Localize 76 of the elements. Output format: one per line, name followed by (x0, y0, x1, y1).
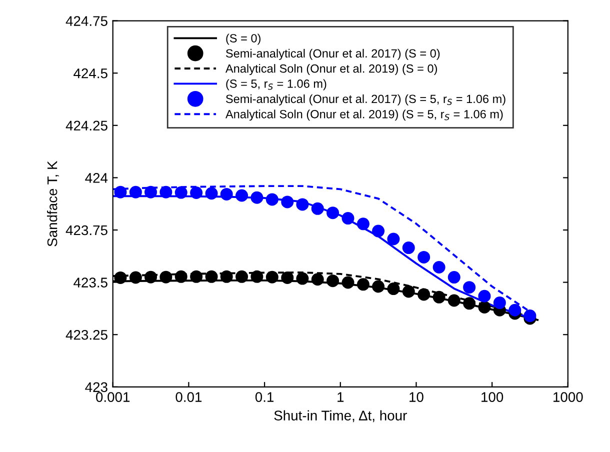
point (372, 224, 385, 238)
point (326, 274, 340, 288)
point (432, 260, 446, 274)
point (205, 187, 218, 200)
point (311, 202, 324, 215)
point (402, 285, 415, 298)
point (356, 278, 370, 291)
point (144, 270, 157, 284)
y-tick-label: 423 (85, 382, 108, 392)
y-tick-label: 424 (85, 173, 108, 183)
point (129, 271, 142, 284)
point (114, 186, 127, 198)
point (372, 280, 385, 293)
x-tick-label: 100 (482, 392, 504, 402)
point (448, 294, 460, 307)
x-axis-title: Shut-in Time, Δt, hour (274, 410, 407, 422)
point (387, 232, 400, 246)
legend-label: Semi-analytical (Onur et al. 2017) (S = 0) (226, 48, 440, 60)
point (418, 288, 430, 301)
point (478, 300, 491, 314)
x-tick-label: 1000 (554, 392, 583, 402)
x-tick-label: 0.1 (255, 392, 274, 402)
point (311, 273, 324, 286)
point (402, 242, 415, 254)
point (463, 297, 476, 310)
x-tick-label: 10 (410, 392, 424, 402)
point (160, 270, 172, 284)
y-axis-title: Sandface T, K (47, 160, 59, 246)
point (493, 296, 506, 310)
point (205, 270, 218, 283)
x-tick-label: 0.001 (96, 392, 130, 402)
point (281, 271, 294, 284)
point (190, 270, 203, 283)
y-tick-label: 423.5 (74, 278, 108, 288)
point (144, 186, 157, 198)
legend-label: Analytical Soln (Onur et al. 2019) (S = 0) (225, 64, 437, 76)
point (281, 196, 294, 208)
legend-label: (S = 0) (226, 34, 260, 45)
point (250, 270, 264, 283)
point (174, 186, 188, 199)
y-tick-label: 423.25 (66, 330, 108, 340)
x-tick-label: 0.01 (176, 392, 202, 402)
point (250, 191, 264, 204)
point (463, 281, 476, 294)
point (418, 250, 430, 264)
point (236, 270, 248, 283)
point (220, 188, 233, 200)
point (160, 186, 172, 198)
point (342, 276, 354, 289)
point (508, 304, 522, 316)
point (114, 271, 127, 284)
point (220, 270, 233, 283)
y-tick-label: 424.25 (66, 120, 108, 131)
point (387, 282, 400, 296)
point (296, 198, 309, 211)
point (190, 186, 203, 200)
legend-label: (S = 5, r$_{S}$ = 1.06 m) (226, 79, 326, 90)
point (356, 218, 370, 230)
point (432, 290, 446, 304)
point (326, 206, 340, 220)
point (129, 186, 142, 198)
point (236, 189, 248, 202)
point (478, 290, 491, 302)
legend-label: Semi-analytical (Onur et al. 2017) (S = 5, r$_{S}$ = 1.06 m) (226, 94, 506, 106)
point (448, 271, 460, 284)
point (266, 270, 278, 284)
legend-label: Analytical Soln (Onur et al. 2019) (S = 5, r$_{S}$ = 1.06 m) (225, 110, 503, 121)
point (342, 212, 354, 225)
point (524, 310, 536, 322)
point (174, 270, 188, 283)
y-tick-label: 423.75 (66, 225, 108, 236)
point (296, 272, 309, 285)
x-tick-label: 1 (338, 392, 344, 402)
y-tick-label: 424.5 (74, 68, 108, 78)
y-tick-label: 424.75 (66, 16, 108, 26)
point (266, 193, 278, 206)
